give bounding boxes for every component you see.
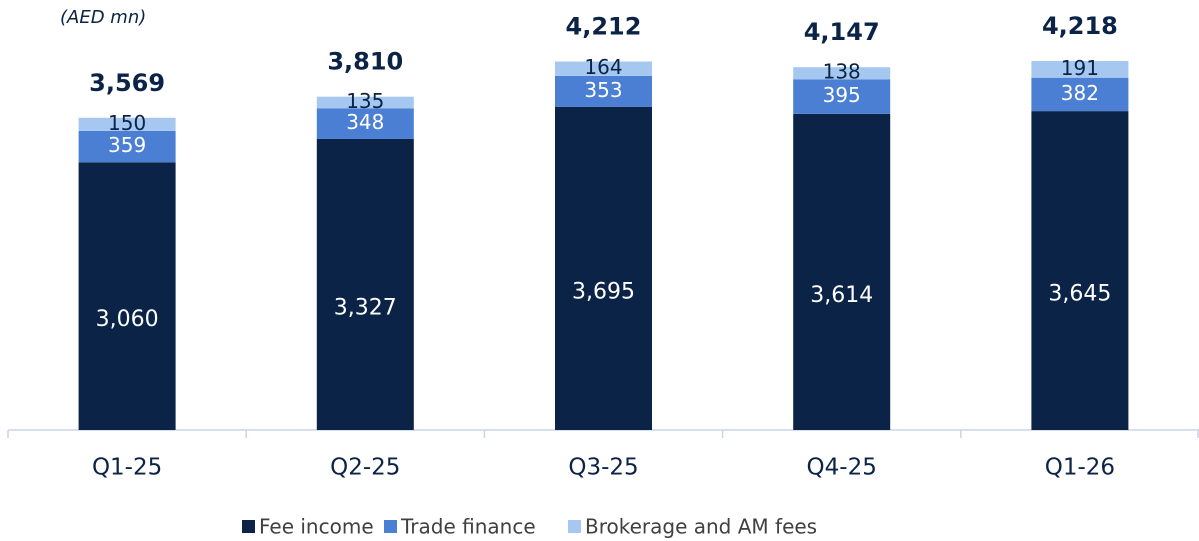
data-label: 3,327 [334, 295, 397, 320]
legend-swatch [568, 520, 581, 533]
bar-segment [1031, 61, 1129, 78]
x-tick-label: Q1-25 [92, 455, 162, 481]
total-label: 4,212 [566, 13, 642, 41]
legend-label: Trade finance [400, 515, 536, 539]
legend-label: Brokerage and AM fees [585, 515, 817, 539]
bar-segment [78, 130, 176, 163]
bar-segment [555, 61, 652, 76]
bar-segment [316, 96, 414, 109]
bar-segment [793, 79, 891, 114]
data-label: 353 [584, 78, 622, 102]
data-label: 138 [823, 60, 861, 84]
data-label: 191 [1061, 56, 1099, 80]
unit-label: (AED mn) [60, 7, 146, 28]
x-tick-label: Q3-25 [568, 455, 638, 481]
data-label: 395 [823, 83, 861, 107]
data-label: 3,695 [572, 279, 635, 304]
total-label: 4,218 [1042, 12, 1118, 40]
legend-swatch [384, 520, 397, 533]
x-tick-label: Q1-26 [1045, 455, 1115, 481]
bar-segment [316, 138, 414, 430]
bar-segment [555, 75, 652, 107]
data-label: 3,645 [1048, 282, 1111, 307]
legend-swatch [242, 520, 255, 533]
bar-segment [78, 162, 176, 430]
bar-segment [793, 113, 891, 430]
legend-label: Fee income [259, 515, 374, 539]
data-label: 359 [108, 133, 146, 157]
data-label: 164 [584, 55, 622, 79]
bar-segment [316, 108, 414, 139]
data-label: 3,614 [810, 283, 873, 308]
data-label: 150 [108, 111, 146, 135]
total-label: 3,810 [327, 48, 403, 76]
bar-segment [793, 67, 891, 80]
bar-segment [1031, 77, 1129, 112]
x-tick-label: Q4-25 [807, 455, 877, 481]
bar-segment [555, 106, 652, 430]
total-label: 4,147 [804, 18, 880, 46]
bar-segment [1031, 111, 1129, 430]
data-label: 382 [1061, 81, 1099, 105]
x-tick-label: Q2-25 [330, 455, 400, 481]
bar-segment [78, 117, 176, 131]
data-label: 3,060 [96, 307, 159, 332]
total-label: 3,569 [89, 69, 165, 97]
data-label: 135 [346, 89, 384, 113]
data-label: 348 [346, 110, 384, 134]
